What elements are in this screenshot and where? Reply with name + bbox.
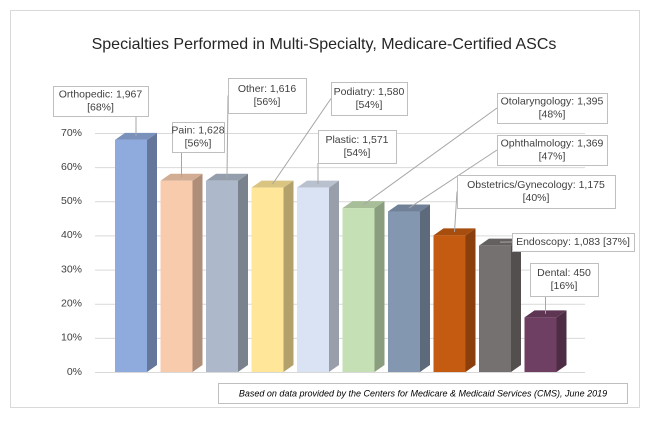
data-label-line: Obstetrics/Gynecology: 1,175 — [467, 179, 605, 191]
bar-side — [420, 205, 430, 372]
bar — [161, 181, 193, 372]
bar-side — [511, 239, 521, 372]
y-tick-label: 30% — [61, 263, 82, 275]
data-label-line: Podiatry: 1,580 — [334, 86, 405, 98]
data-label-line: [47%] — [539, 150, 566, 162]
data-label-line: [16%] — [551, 280, 578, 292]
data-label-line: [56%] — [185, 137, 212, 149]
bar-side — [557, 310, 567, 372]
y-tick-label: 10% — [61, 332, 82, 344]
footnote: Based on data provided by the Centers fo… — [239, 388, 607, 398]
data-label-line: Endoscopy: 1,083 [37%] — [516, 236, 630, 248]
y-tick-label: 60% — [61, 161, 82, 173]
data-label: Endoscopy: 1,083 [37%] — [516, 236, 630, 248]
data-label-line: [54%] — [344, 147, 371, 159]
data-label-line: [54%] — [356, 99, 383, 111]
bar — [479, 246, 511, 372]
bar — [252, 188, 284, 372]
bar — [343, 208, 375, 372]
bar — [115, 140, 147, 372]
data-label-line: Ophthalmology: 1,369 — [501, 137, 604, 149]
data-label-line: Other: 1,616 — [238, 83, 297, 95]
y-tick-label: 70% — [61, 127, 82, 139]
data-label-line: Plastic: 1,571 — [325, 134, 388, 146]
bar — [388, 212, 420, 372]
bar-side — [284, 181, 294, 372]
bar-side — [375, 201, 385, 372]
data-label-line: Otolaryngology: 1,395 — [501, 95, 604, 107]
bar — [297, 188, 329, 372]
chart-title: Specialties Performed in Multi-Specialty… — [92, 36, 557, 53]
bar-side — [193, 174, 203, 372]
data-label-line: [40%] — [523, 192, 550, 204]
data-label-line: Orthopedic: 1,967 — [59, 88, 143, 100]
data-label-line: [68%] — [87, 101, 114, 113]
y-tick-label: 20% — [61, 297, 82, 309]
bar — [525, 317, 557, 372]
data-label-line: [56%] — [254, 96, 281, 108]
bar-side — [329, 181, 339, 372]
bar — [434, 235, 466, 372]
data-label-line: Dental: 450 — [537, 267, 591, 279]
bar-side — [466, 228, 476, 372]
y-tick-label: 50% — [61, 195, 82, 207]
bar-side — [147, 133, 157, 372]
bar — [206, 181, 238, 372]
y-tick-label: 40% — [61, 229, 82, 241]
bar-side — [238, 174, 248, 372]
data-label-line: Pain: 1,628 — [171, 124, 224, 136]
y-tick-label: 0% — [67, 366, 82, 378]
data-label-line: [48%] — [539, 108, 566, 120]
